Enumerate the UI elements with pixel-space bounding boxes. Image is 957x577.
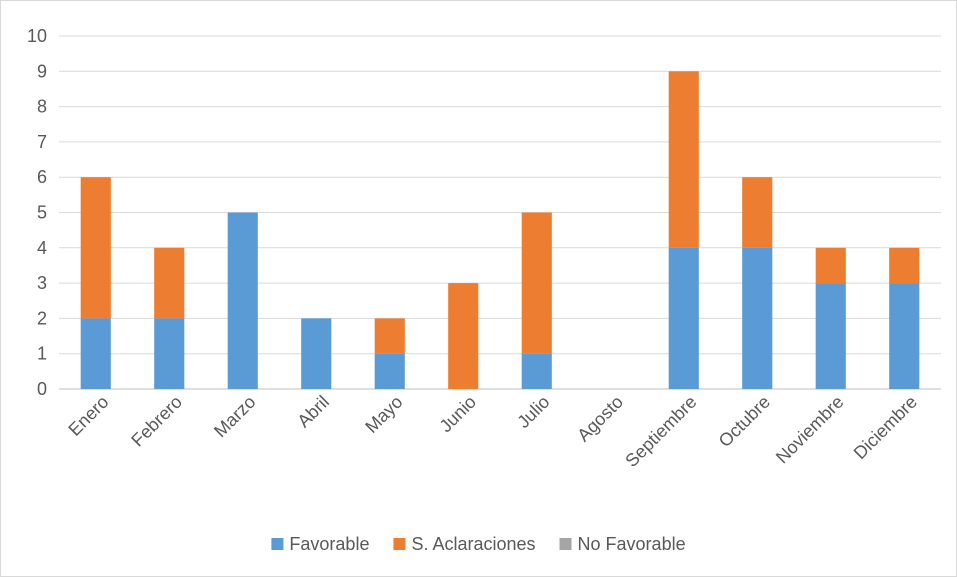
bar-segment [521,353,552,389]
bar-segment [448,283,479,389]
y-tick-label: 5 [37,203,47,223]
x-tick-label: Agosto [573,392,627,446]
bars [80,71,920,389]
y-tick-label: 7 [37,132,47,152]
y-tick-label: 8 [37,97,47,117]
bar-segment [374,353,405,389]
bar-segment [521,212,552,354]
x-axis-tick-labels: Enero Febrero Marzo Abril Mayo Junio Julio Agos… [64,392,921,471]
bar-segment [154,247,185,319]
y-tick-label: 9 [37,61,47,81]
legend-swatch [393,538,406,550]
x-tick-label: Mayo [361,392,406,437]
x-tick-label: Marzo [210,392,260,442]
x-tick-label: Abril [293,392,333,432]
y-tick-label: 4 [37,238,47,258]
y-tick-label: 0 [37,379,47,399]
bar-segment [889,283,920,389]
legend-item: S. Aclaraciones [393,534,536,554]
y-axis-tick-labels: 0 1 2 3 4 5 6 7 8 9 10 [27,26,47,399]
x-tick-label: Enero [64,392,112,440]
y-tick-label: 6 [37,167,47,187]
bar-segment [374,318,405,354]
legend-label: Favorable [289,534,369,554]
x-tick-label: Noviembre [772,392,848,468]
x-tick-label: Octubre [715,392,774,451]
bar-segment [80,318,111,389]
bar-segment [668,71,699,248]
bar-segment [742,177,773,248]
y-tick-label: 2 [37,308,47,328]
legend-label: S. Aclaraciones [411,534,535,554]
legend-swatch [559,538,572,550]
bar-segment [742,247,773,389]
y-tick-label: 10 [27,26,47,46]
y-tick-label: 3 [37,273,47,293]
bar-segment [301,318,332,389]
x-tick-label: Septiembre [621,392,700,471]
bar-segment [815,247,846,284]
x-tick-label: Febrero [127,392,186,451]
legend-swatch [271,538,284,550]
bar-segment [668,247,699,389]
legend-item: No Favorable [559,534,686,554]
bar-segment [889,247,920,284]
x-tick-label: Julio [513,392,553,432]
x-tick-label: Diciembre [850,392,921,463]
bar-segment [80,177,111,319]
gridlines [59,35,941,390]
bar-segment [154,318,185,389]
legend-label: No Favorable [578,534,686,554]
bar-segment [815,283,846,389]
y-tick-label: 1 [37,344,47,364]
legend: Favorable S. Aclaraciones No Favorable [271,534,686,554]
x-tick-label: Junio [436,392,481,437]
legend-item: Favorable [271,534,369,554]
bar-segment [227,212,258,389]
